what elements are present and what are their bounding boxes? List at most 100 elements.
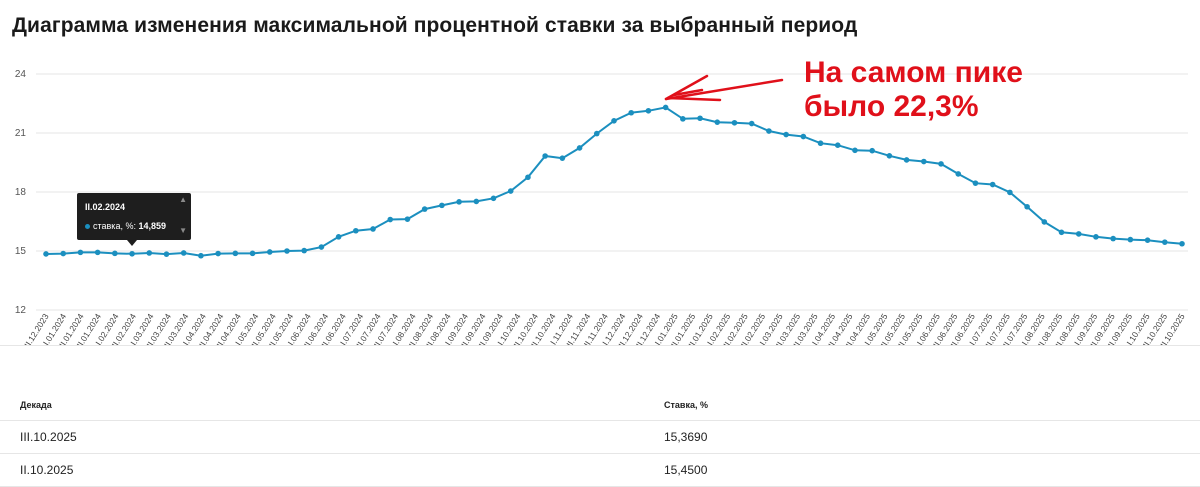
peak-annotation: На самом пике было 22,3%	[804, 56, 1023, 124]
data-point	[284, 248, 290, 254]
data-point	[1024, 203, 1030, 210]
data-point	[404, 216, 411, 222]
data-point	[1041, 219, 1048, 225]
table-cell-rate: 15,3690	[664, 430, 708, 444]
y-tick-label: 12	[15, 305, 27, 316]
data-point	[903, 157, 910, 163]
table-row: II.10.2025 15,4500	[0, 454, 1200, 487]
data-point	[232, 250, 239, 257]
chart-divider	[0, 345, 1200, 346]
rate-series-line	[45, 106, 1183, 257]
data-point	[697, 115, 703, 122]
data-point	[748, 120, 755, 127]
data-point	[714, 119, 721, 125]
data-point	[301, 247, 307, 254]
data-point	[576, 145, 583, 151]
data-point	[542, 153, 548, 159]
tooltip-row: ставка, %: 14,859	[85, 221, 166, 231]
annotation-line-2: было 22,3%	[804, 90, 979, 123]
data-point	[972, 180, 979, 186]
data-point	[473, 198, 480, 205]
rates-table: Декада Ставка, % III.10.2025 15,3690 II.…	[0, 390, 1200, 487]
red-arrow	[664, 74, 784, 102]
data-point	[783, 131, 789, 138]
data-point	[1007, 189, 1013, 196]
series-dot-icon	[85, 224, 90, 230]
tooltip-series-label: ставка, %:	[93, 221, 136, 231]
data-point	[989, 181, 996, 188]
data-point	[1161, 239, 1168, 245]
y-tick-label: 18	[15, 187, 27, 198]
x-axis-ticks: III.12.2023I.01.2024II.01.2024III.01.202…	[21, 312, 1187, 345]
data-point	[43, 251, 49, 257]
data-point	[662, 104, 669, 111]
table-cell-rate: 15,4500	[664, 463, 708, 477]
data-point	[525, 174, 531, 181]
data-point	[869, 147, 875, 154]
tooltip-title: II.02.2024	[85, 202, 126, 212]
tooltip-pointer	[127, 240, 137, 246]
data-point	[852, 147, 858, 154]
data-point	[1179, 240, 1185, 247]
data-point	[1075, 231, 1082, 237]
data-point	[112, 250, 118, 257]
data-point	[490, 195, 497, 202]
y-axis-ticks: 12 15 18 21 24	[15, 69, 27, 316]
data-point	[611, 118, 617, 124]
data-point	[507, 188, 514, 194]
data-point	[163, 251, 170, 257]
data-point	[593, 130, 600, 137]
table-row: III.10.2025 15,3690	[0, 421, 1200, 454]
data-point	[318, 244, 325, 250]
table-cell-decade: III.10.2025	[20, 430, 77, 444]
y-tick-label: 21	[15, 128, 27, 139]
data-point	[886, 153, 893, 159]
data-point	[628, 109, 635, 116]
page-title: Диаграмма изменения максимальной процент…	[12, 14, 858, 37]
data-point	[800, 133, 807, 140]
data-point	[817, 140, 824, 147]
data-point	[559, 155, 566, 161]
chevron-up-icon[interactable]: ▲	[179, 195, 187, 204]
data-point	[731, 119, 738, 126]
data-point	[370, 226, 376, 232]
data-point	[834, 142, 841, 148]
data-point	[60, 250, 67, 257]
data-point	[1058, 229, 1065, 236]
y-tick-label: 24	[15, 69, 27, 80]
annotation-line-1: На самом пике	[804, 56, 1023, 89]
data-point	[77, 249, 84, 256]
data-point	[249, 250, 256, 257]
data-point	[439, 202, 445, 209]
chevron-down-icon[interactable]: ▼	[179, 226, 187, 235]
data-point	[955, 171, 962, 177]
data-point	[1144, 237, 1151, 243]
data-point	[353, 227, 359, 234]
tooltip-value: 14,859	[138, 221, 166, 231]
data-point	[180, 250, 187, 256]
data-point	[266, 249, 273, 255]
y-tick-label: 15	[15, 246, 27, 257]
data-point	[680, 116, 686, 122]
table-header-row: Декада Ставка, %	[0, 390, 1200, 421]
data-point	[129, 250, 135, 257]
rate-series-points	[43, 104, 1185, 259]
column-header-decade[interactable]: Декада	[20, 400, 52, 410]
data-point	[146, 250, 153, 256]
data-point	[1093, 234, 1099, 240]
data-point	[215, 250, 221, 257]
rate-line-chart: 12 15 18 21 24 III.12.2023I.01.2024II.01.202…	[15, 69, 1188, 345]
data-point	[456, 199, 462, 205]
data-point	[921, 158, 927, 165]
data-point	[421, 206, 428, 212]
data-point	[387, 216, 394, 223]
data-point	[766, 128, 772, 134]
data-point	[1127, 236, 1134, 243]
column-header-rate[interactable]: Ставка, %	[664, 400, 708, 410]
data-point	[645, 107, 652, 114]
data-point	[198, 252, 204, 259]
chart-grid	[36, 73, 1188, 311]
data-point	[1110, 235, 1116, 242]
data-point	[938, 161, 944, 167]
chart-tooltip: II.02.2024 ставка, %: 14,859 ▲ ▼	[77, 193, 191, 246]
